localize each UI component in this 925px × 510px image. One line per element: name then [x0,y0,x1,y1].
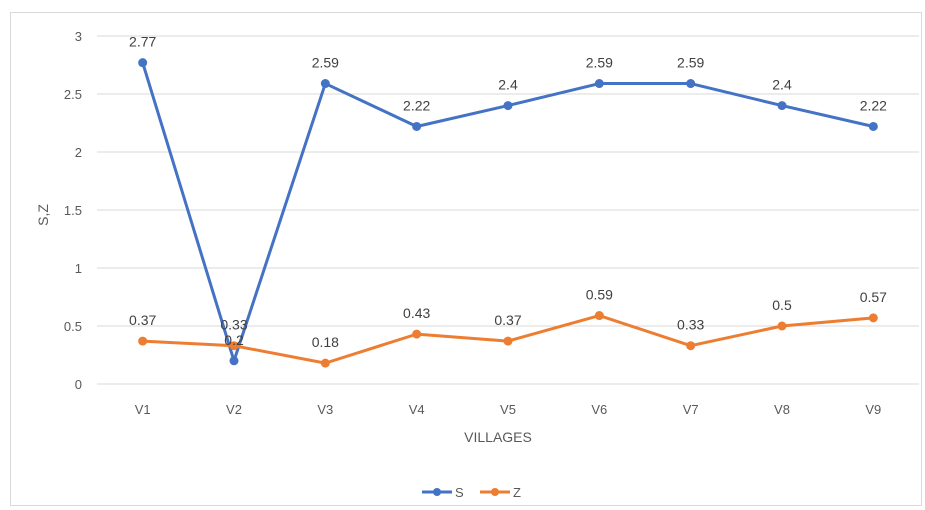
data-label-s-v7: 2.59 [677,55,704,71]
data-label-s-v8: 2.4 [772,77,792,93]
data-label-z-v5: 0.37 [494,312,521,328]
point-s-v6 [594,79,604,89]
point-s-v5 [503,101,513,111]
data-label-s-v6: 2.59 [586,55,613,71]
y-tick-label-5: 2.5 [64,87,82,102]
point-z-v3 [320,358,330,368]
data-label-s-v2: 0.2 [224,332,244,348]
point-z-v1 [138,336,148,346]
data-label-z-v4: 0.43 [403,305,430,321]
data-label-s-v1: 2.77 [129,34,156,50]
x-axis-title: VILLAGES [464,429,532,445]
x-tick-label-v5: V5 [500,402,516,417]
legend-item-s: S [422,485,464,500]
point-z-v4 [412,329,422,339]
point-z-v9 [868,313,878,323]
x-tick-label-v7: V7 [683,402,699,417]
point-s-v7 [686,79,696,89]
x-tick-label-v9: V9 [865,402,881,417]
data-label-z-v3: 0.18 [312,334,339,350]
data-label-s-v3: 2.59 [312,55,339,71]
point-s-v9 [868,121,878,131]
legend-label-s: S [455,485,464,500]
x-tick-label-v8: V8 [774,402,790,417]
data-label-s-v4: 2.22 [403,97,430,113]
y-axis-ticks: 0 0.5 1 1.5 2 2.5 3 [64,29,82,392]
y-tick-label-3: 1.5 [64,203,82,218]
y-tick-label-6: 3 [75,29,82,44]
x-tick-label-v2: V2 [226,402,242,417]
data-label-z-v8: 0.5 [772,297,792,313]
legend-marker-z [491,488,499,496]
x-tick-label-v4: V4 [409,402,425,417]
point-z-v5 [503,336,513,346]
data-label-s-v5: 2.4 [498,77,518,93]
point-s-v2 [229,356,239,366]
data-label-z-v7: 0.33 [677,317,704,333]
y-axis-title: S,Z [35,204,51,226]
point-z-v8 [777,321,787,331]
data-label-z-v2: 0.33 [220,317,247,333]
point-s-v1 [138,58,148,68]
series-lines [138,58,878,368]
point-s-v8 [777,101,787,111]
x-tick-label-v3: V3 [317,402,333,417]
legend-label-z: Z [513,485,521,500]
x-axis-ticks: V1 V2 V3 V4 V5 V6 V7 V8 V9 [135,402,882,417]
point-z-v6 [594,311,604,321]
point-z-v2 [229,341,239,351]
y-tick-label-4: 2 [75,145,82,160]
data-label-z-v6: 0.59 [586,287,613,303]
y-tick-label-1: 0.5 [64,319,82,334]
data-label-z-v9: 0.57 [860,289,887,305]
point-s-v4 [412,121,422,131]
y-tick-label-2: 1 [75,261,82,276]
point-s-v3 [320,79,330,89]
data-label-s-v9: 2.22 [860,97,887,113]
x-tick-label-v1: V1 [135,402,151,417]
data-label-z-v1: 0.37 [129,312,156,328]
data-labels: 2.77 0.2 2.59 2.22 2.4 2.59 2.59 2.4 2.22 0.37 0.3… [129,34,887,350]
legend-item-z: Z [480,485,521,500]
legend: S Z [422,485,521,500]
legend-marker-s [433,488,441,496]
x-tick-label-v6: V6 [591,402,607,417]
point-z-v7 [686,341,696,351]
y-tick-label-0: 0 [75,377,82,392]
